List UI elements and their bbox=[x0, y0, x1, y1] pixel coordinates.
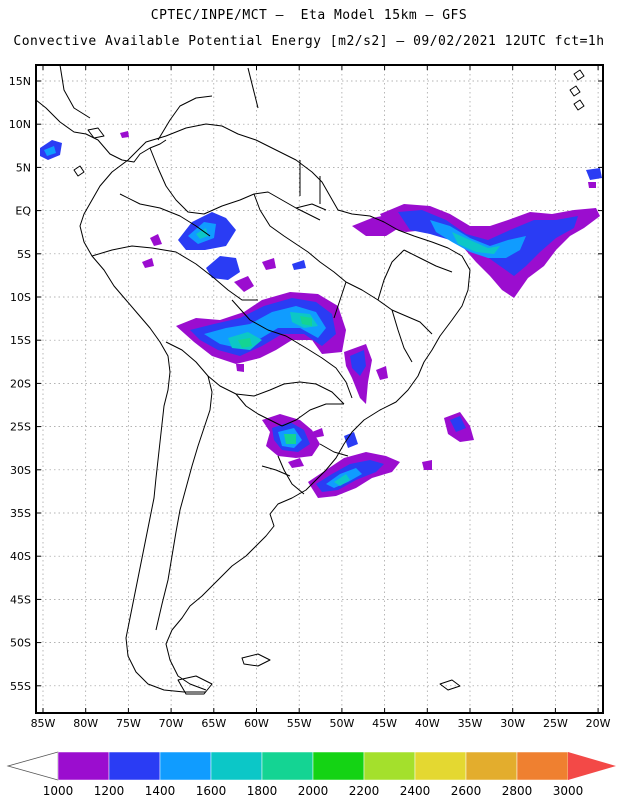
colorbar-label: 1200 bbox=[94, 784, 125, 798]
lon-label-60W: 60W bbox=[244, 717, 269, 730]
colorbar-label: 1400 bbox=[145, 784, 176, 798]
lon-label-50W: 50W bbox=[329, 717, 354, 730]
cape-field bbox=[40, 131, 602, 498]
map-frame bbox=[35, 64, 604, 714]
lon-label-65W: 65W bbox=[201, 717, 226, 730]
colorbar-bin bbox=[57, 751, 110, 781]
lat-label-5N: 5N bbox=[16, 161, 31, 174]
colorbar-low-arrow bbox=[6, 751, 59, 781]
map-title: CPTEC/INPE/MCT – Eta Model 15km – GFS bbox=[150, 8, 468, 23]
lon-label-35W: 35W bbox=[458, 717, 483, 730]
lon-label-40W: 40W bbox=[415, 717, 440, 730]
colorbar-label: 2200 bbox=[349, 784, 380, 798]
lat-label-10S: 10S bbox=[10, 291, 31, 304]
lon-label-80W: 80W bbox=[73, 717, 98, 730]
lat-label-5S: 5S bbox=[17, 248, 31, 261]
lat-label-40S: 40S bbox=[10, 550, 31, 563]
graticule bbox=[36, 65, 603, 713]
colorbar-bin bbox=[414, 751, 467, 781]
lon-label-45W: 45W bbox=[372, 717, 397, 730]
lat-label-25S: 25S bbox=[10, 421, 31, 434]
colorbar-bin bbox=[108, 751, 161, 781]
colorbar-bin bbox=[363, 751, 416, 781]
colorbar-bin bbox=[159, 751, 212, 781]
lon-label-25W: 25W bbox=[543, 717, 568, 730]
colorbar-bin bbox=[465, 751, 518, 781]
lat-label-45S: 45S bbox=[10, 593, 31, 606]
lat-label-55S: 55S bbox=[10, 680, 31, 693]
colorbar-label: 1600 bbox=[196, 784, 227, 798]
lon-label-55W: 55W bbox=[287, 717, 312, 730]
colorbar-label: 3000 bbox=[553, 784, 584, 798]
colorbar: 1000 1200 1400 1600 1800 2000 2200 2400 2600 2800… bbox=[6, 751, 616, 798]
colorbar-high-arrow bbox=[568, 752, 616, 780]
map-subtitle: Convective Available Potential Energy [m… bbox=[13, 34, 605, 49]
colorbar-label: 1000 bbox=[43, 784, 74, 798]
lat-label-15N: 15N bbox=[9, 75, 31, 88]
lon-labels: 85W 80W 75W 70W 65W 60W 55W 50W 45W 40W 35W 30W 25W 2… bbox=[31, 717, 611, 730]
lon-label-70W: 70W bbox=[159, 717, 184, 730]
lat-label-EQ: EQ bbox=[15, 205, 31, 218]
colorbar-bin bbox=[312, 751, 365, 781]
lat-label-20S: 20S bbox=[10, 377, 31, 390]
colorbar-bin bbox=[516, 751, 569, 781]
colorbar-label: 2000 bbox=[298, 784, 329, 798]
coastlines bbox=[36, 65, 585, 695]
lon-label-75W: 75W bbox=[116, 717, 141, 730]
colorbar-bin bbox=[210, 751, 263, 781]
lon-label-85W: 85W bbox=[31, 717, 56, 730]
colorbar-label: 2800 bbox=[502, 784, 533, 798]
lat-labels: 15N 10N 5N EQ 5S 10S 15S 20S 25S 30S 35S 40S 45S 50S 5… bbox=[9, 75, 32, 693]
colorbar-label: 1800 bbox=[247, 784, 278, 798]
axis-ticks bbox=[36, 65, 603, 713]
colorbar-label: 2400 bbox=[400, 784, 431, 798]
lat-label-30S: 30S bbox=[10, 464, 31, 477]
lon-label-30W: 30W bbox=[500, 717, 525, 730]
lat-label-35S: 35S bbox=[10, 507, 31, 520]
colorbar-label: 2600 bbox=[451, 784, 482, 798]
lat-label-15S: 15S bbox=[10, 334, 31, 347]
lon-label-20W: 20W bbox=[586, 717, 611, 730]
colorbar-bin bbox=[261, 751, 314, 781]
lat-label-10N: 10N bbox=[9, 118, 31, 131]
lat-label-50S: 50S bbox=[10, 637, 31, 650]
